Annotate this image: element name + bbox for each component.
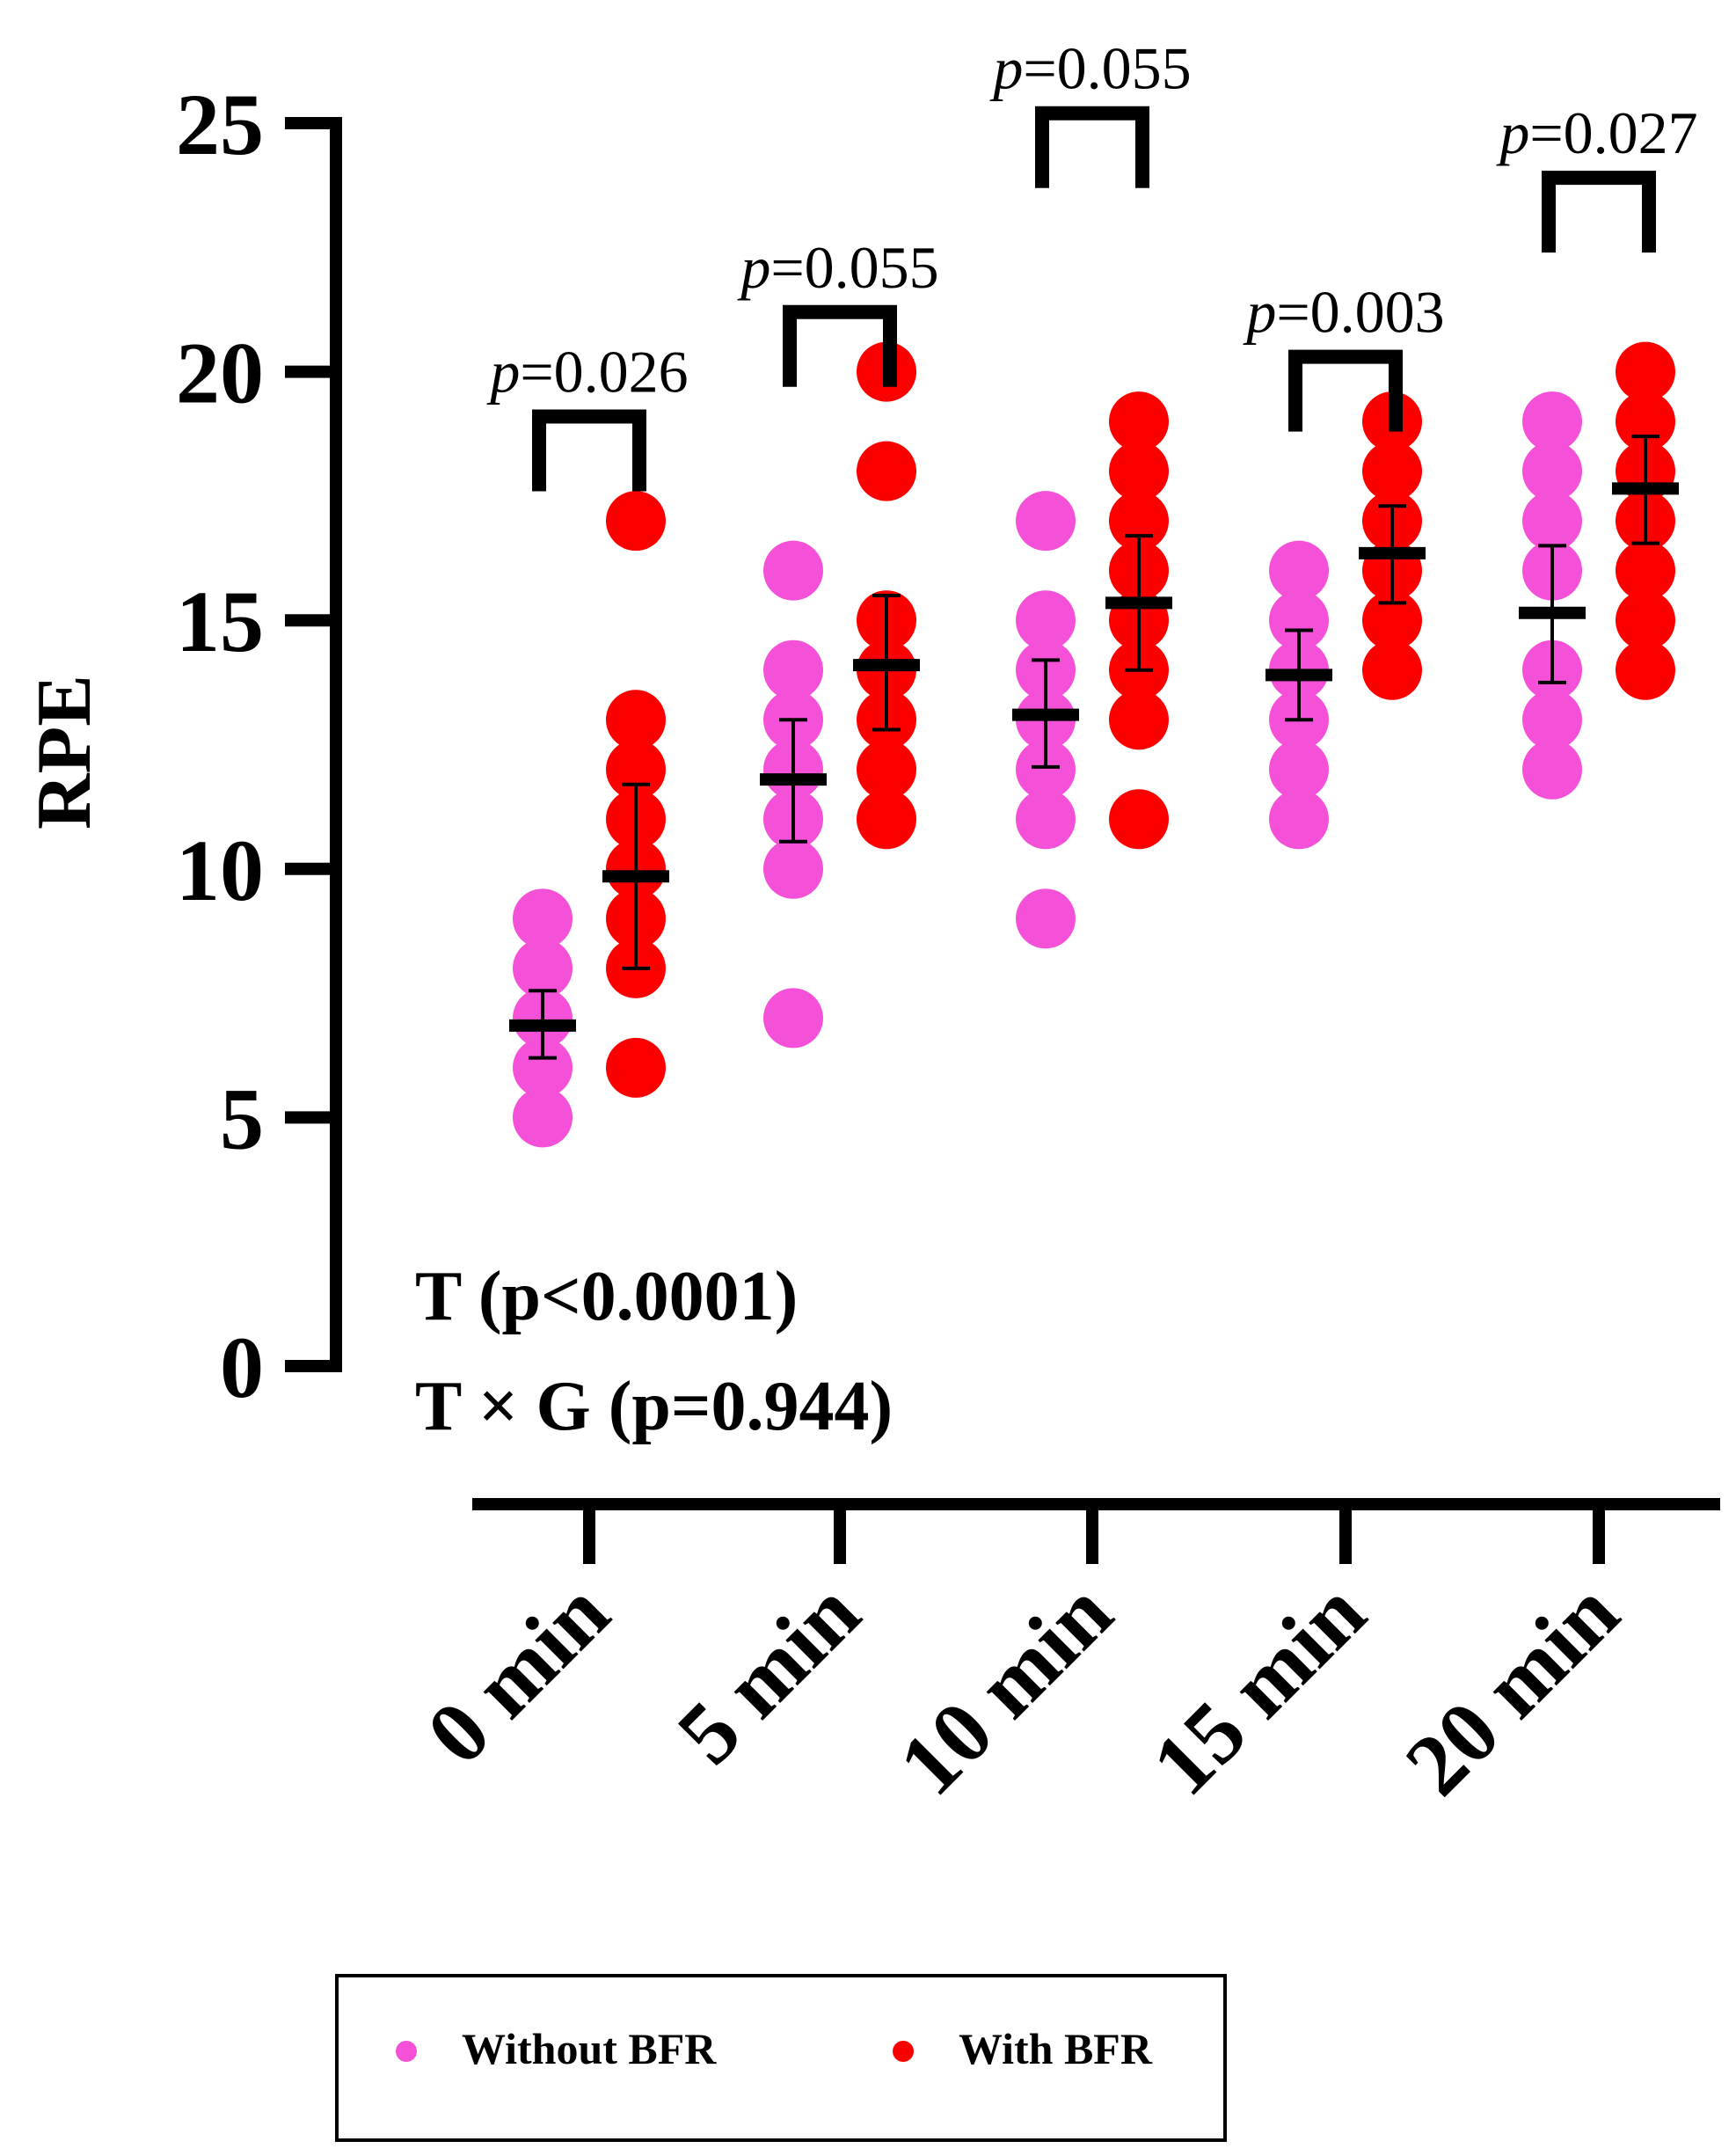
significance-bracket-0 <box>532 409 646 492</box>
data-point-s0-c1-6 <box>763 988 823 1049</box>
significance-bracket-4 <box>1542 171 1656 253</box>
data-point-s1-c4-1 <box>1616 391 1675 452</box>
data-point-s1-c4-5 <box>1616 590 1675 651</box>
data-point-s1-c0-2 <box>606 739 666 800</box>
data-point-s0-c3-1 <box>1269 590 1329 651</box>
plot-area: 0 5 10 15 20 25 0 min 5 min 10 min 15 min 20 min p=… <box>176 35 1720 1814</box>
data-point-s1-c2-6 <box>1109 690 1169 750</box>
data-point-s0-c2-6 <box>1016 888 1076 949</box>
data-point-s0-c2-5 <box>1016 789 1076 850</box>
p-value-label-2: p=0.055 <box>989 35 1191 102</box>
p-value-label-4: p=0.027 <box>1496 99 1697 166</box>
data-point-s0-c1-0 <box>763 540 823 601</box>
data-point-s0-c4-6 <box>1522 739 1582 800</box>
data-point-s0-c0-4 <box>513 1087 573 1148</box>
data-point-s0-c1-5 <box>763 838 823 899</box>
data-point-s1-c2-2 <box>1109 491 1169 552</box>
legend-label-without-bfr: Without BFR <box>462 2024 717 2073</box>
data-point-s0-c2-0 <box>1016 491 1076 552</box>
data-point-s1-c4-4 <box>1616 540 1675 601</box>
data-point-s0-c0-3 <box>513 1037 573 1098</box>
data-point-s0-c2-4 <box>1016 739 1076 800</box>
y-tick-label-25: 25 <box>176 76 264 173</box>
data-point-s0-c0-1 <box>513 938 573 998</box>
legend-label-with-bfr: With BFR <box>959 2024 1153 2073</box>
data-point-s1-c0-7 <box>606 1037 666 1098</box>
data-point-s1-c4-0 <box>1616 341 1675 402</box>
data-point-s1-c1-1 <box>857 441 916 501</box>
data-point-s0-c4-2 <box>1522 491 1582 552</box>
y-tick-label-0: 0 <box>220 1319 264 1416</box>
data-point-s1-c0-0 <box>606 491 666 552</box>
legend-marker-with-bfr <box>893 2041 914 2062</box>
data-point-s0-c4-5 <box>1522 690 1582 750</box>
legend-box <box>335 1974 1227 2142</box>
data-point-s0-c1-1 <box>763 639 823 700</box>
p-value-label-3: p=0.003 <box>1243 279 1444 346</box>
annotation-time-effect: T (p<0.0001) <box>415 1258 798 1335</box>
data-point-s1-c2-0 <box>1109 391 1169 452</box>
data-point-s1-c0-1 <box>606 690 666 750</box>
data-point-s0-c4-0 <box>1522 391 1582 452</box>
x-tick-label-3: 15 min <box>1134 1563 1384 1814</box>
data-point-s0-c4-1 <box>1522 441 1582 501</box>
data-point-s0-c2-1 <box>1016 590 1076 651</box>
y-tick-label-5: 5 <box>220 1070 264 1167</box>
data-point-s0-c0-0 <box>513 888 573 949</box>
legend: Without BFR With BFR <box>335 1974 1227 2142</box>
p-value-label-1: p=0.055 <box>737 234 938 301</box>
significance-bracket-3 <box>1288 349 1403 432</box>
x-tick-label-0: 0 min <box>408 1563 627 1782</box>
data-point-s1-c3-4 <box>1362 590 1422 651</box>
annotation-interaction-effect: T × G (p=0.944) <box>415 1368 893 1445</box>
p-value-label-0: p=0.026 <box>486 338 688 405</box>
data-point-s0-c3-4 <box>1269 739 1329 800</box>
data-point-s0-c3-0 <box>1269 540 1329 601</box>
data-point-s0-c3-5 <box>1269 789 1329 850</box>
data-point-s1-c3-1 <box>1362 441 1422 501</box>
data-point-s1-c2-1 <box>1109 441 1169 501</box>
significance-bracket-2 <box>1035 106 1149 188</box>
y-tick-label-15: 15 <box>176 573 264 670</box>
data-point-s1-c1-6 <box>857 789 916 850</box>
y-tick-label-10: 10 <box>176 822 264 919</box>
data-point-s1-c4-6 <box>1616 639 1675 700</box>
legend-marker-without-bfr <box>396 2041 417 2062</box>
y-tick-label-20: 20 <box>176 325 264 422</box>
significance-bracket-1 <box>783 304 897 387</box>
x-tick-label-2: 10 min <box>880 1563 1131 1814</box>
data-point-s1-c3-5 <box>1362 639 1422 700</box>
y-axis-label: RPE <box>22 675 107 830</box>
data-point-s1-c2-7 <box>1109 789 1169 850</box>
x-tick-label-1: 5 min <box>659 1563 878 1782</box>
data-point-s1-c1-5 <box>857 739 916 800</box>
x-tick-label-4: 20 min <box>1387 1563 1638 1814</box>
